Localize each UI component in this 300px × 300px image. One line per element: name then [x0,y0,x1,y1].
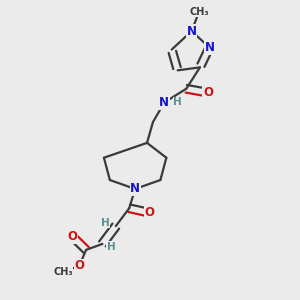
Text: CH₃: CH₃ [53,267,73,277]
Text: O: O [144,206,154,219]
Text: O: O [203,86,213,99]
Text: N: N [130,182,140,195]
Text: O: O [74,260,84,272]
Text: N: N [159,96,169,109]
Text: N: N [204,41,214,54]
Text: H: H [101,218,110,227]
Text: O: O [68,230,78,243]
Text: H: H [173,98,182,107]
Text: CH₃: CH₃ [189,7,209,17]
Text: N: N [187,25,196,38]
Text: H: H [107,242,116,252]
